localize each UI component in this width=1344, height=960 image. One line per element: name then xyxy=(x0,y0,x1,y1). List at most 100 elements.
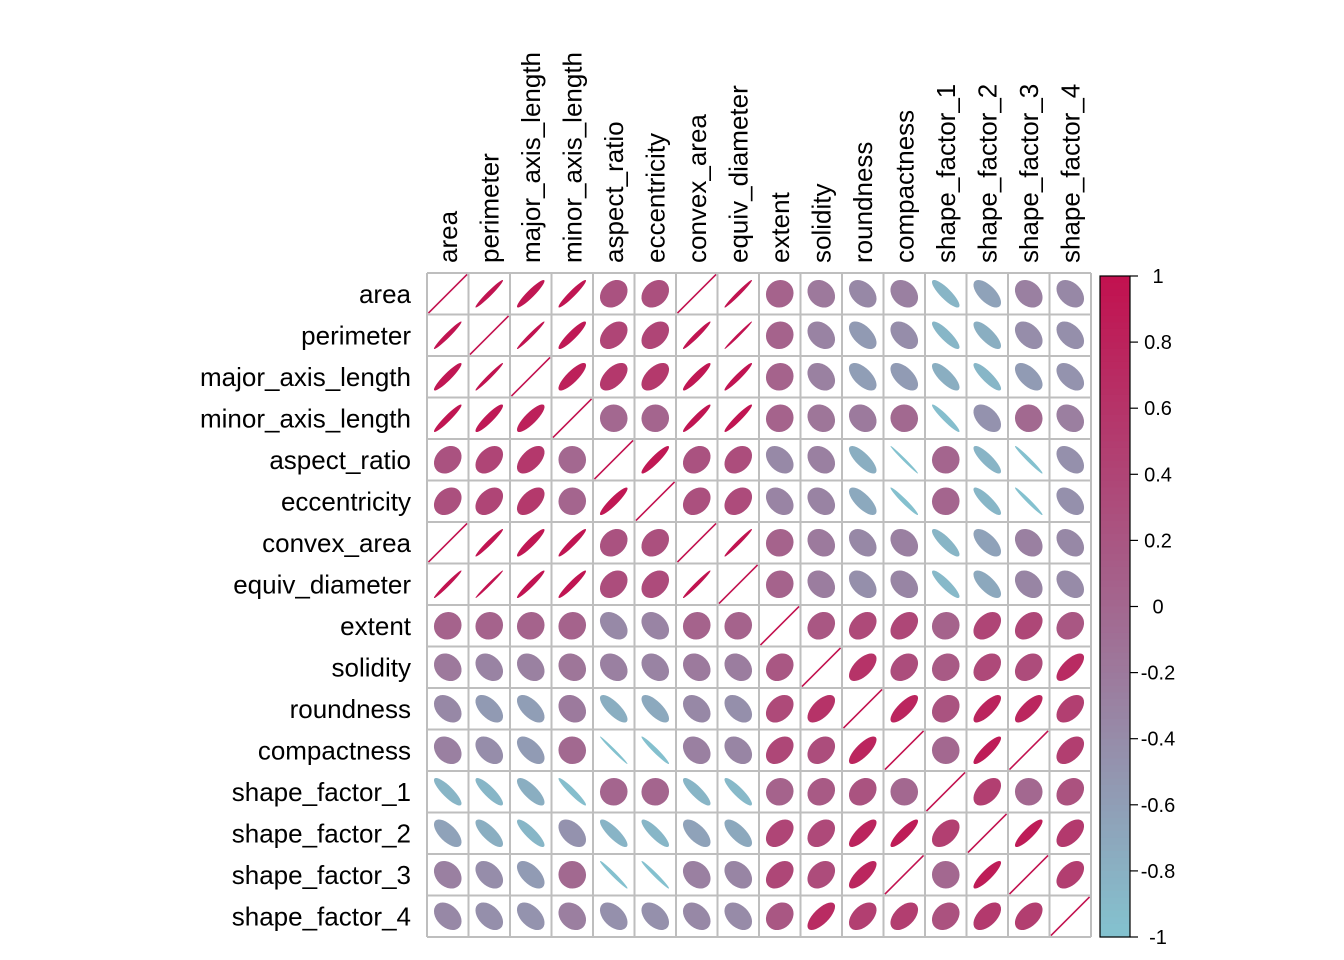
cell-area-extent xyxy=(765,279,794,308)
row-label-minor_axis_length: minor_axis_length xyxy=(200,403,411,433)
cell-shape_factor_3-shape_factor_2 xyxy=(973,860,1002,889)
cell-shape_factor_2-area xyxy=(433,819,462,848)
cell-shape_factor_2-shape_factor_2 xyxy=(967,813,1008,854)
cell-perimeter-shape_factor_1 xyxy=(931,321,960,350)
cell-eccentricity-extent xyxy=(765,487,794,516)
cell-shape_factor_2-major_axis_length xyxy=(516,819,545,848)
cell-eccentricity-convex_area xyxy=(682,487,711,516)
cell-shape_factor_1-eccentricity xyxy=(641,777,670,806)
cell-shape_factor_4-aspect_ratio xyxy=(599,902,628,931)
colorbar-segment xyxy=(1100,428,1130,436)
cell-shape_factor_3-aspect_ratio xyxy=(599,860,628,889)
cell-perimeter-area xyxy=(433,321,462,350)
cell-perimeter-roundness xyxy=(848,321,877,350)
cell-aspect_ratio-roundness xyxy=(848,445,877,474)
cell-solidity-extent xyxy=(765,653,794,682)
cell-compactness-perimeter xyxy=(475,736,504,765)
colorbar-segment xyxy=(1100,348,1130,356)
colorbar-segment xyxy=(1100,599,1130,608)
colorbar-segment xyxy=(1100,328,1130,337)
colorbar-segment xyxy=(1100,699,1130,707)
cell-aspect_ratio-area xyxy=(433,445,462,474)
cell-extent-shape_factor_4 xyxy=(1056,611,1085,640)
cell-shape_factor_2-shape_factor_4 xyxy=(1056,819,1085,848)
cell-compactness-major_axis_length xyxy=(516,736,545,765)
colorbar-segment xyxy=(1100,487,1130,495)
cell-eccentricity-minor_axis_length xyxy=(558,487,587,516)
cell-shape_factor_2-aspect_ratio xyxy=(599,819,628,848)
cell-shape_factor_3-extent xyxy=(765,860,794,889)
colorbar-segment xyxy=(1100,632,1130,641)
cell-equiv_diameter-shape_factor_3 xyxy=(1014,570,1043,599)
row-label-compactness: compactness xyxy=(258,735,411,765)
col-label-extent: extent xyxy=(765,191,795,263)
cell-minor_axis_length-perimeter xyxy=(475,404,504,433)
colorbar-segment xyxy=(1100,553,1130,561)
colorbar-segment xyxy=(1100,679,1130,687)
cell-convex_area-perimeter xyxy=(475,528,504,557)
colorbar-segment xyxy=(1100,295,1130,304)
colorbar-segment xyxy=(1100,725,1130,733)
cell-minor_axis_length-equiv_diameter xyxy=(724,404,753,433)
row-label-extent: extent xyxy=(340,611,412,641)
cell-solidity-eccentricity xyxy=(641,653,670,682)
cell-convex_area-compactness xyxy=(890,528,919,557)
cell-eccentricity-solidity xyxy=(807,487,836,516)
cell-minor_axis_length-aspect_ratio xyxy=(599,404,628,433)
colorbar-segment xyxy=(1100,606,1130,614)
cell-shape_factor_3-major_axis_length xyxy=(516,860,545,889)
cell-shape_factor_2-roundness xyxy=(848,819,877,848)
cell-solidity-solidity xyxy=(801,647,842,688)
cell-shape_factor_4-area xyxy=(433,902,462,931)
cell-convex_area-shape_factor_1 xyxy=(931,528,960,557)
cell-major_axis_length-major_axis_length xyxy=(510,356,551,397)
cell-shape_factor_2-convex_area xyxy=(682,819,711,848)
cell-compactness-compactness xyxy=(884,730,925,771)
cell-extent-extent xyxy=(759,605,800,646)
cell-shape_factor_1-shape_factor_4 xyxy=(1056,777,1085,806)
cell-shape_factor_3-minor_axis_length xyxy=(558,860,587,889)
cell-aspect_ratio-aspect_ratio xyxy=(593,439,634,480)
cell-roundness-aspect_ratio xyxy=(599,694,628,723)
cell-solidity-equiv_diameter xyxy=(724,653,753,682)
cell-aspect_ratio-major_axis_length xyxy=(516,445,545,474)
cell-shape_factor_2-extent xyxy=(765,819,794,848)
cell-major_axis_length-shape_factor_2 xyxy=(973,362,1002,391)
cell-shape_factor_4-roundness xyxy=(848,902,877,931)
cell-shape_factor_2-solidity xyxy=(807,819,836,848)
cell-compactness-shape_factor_4 xyxy=(1056,736,1085,765)
cell-convex_area-shape_factor_4 xyxy=(1056,528,1085,557)
cell-equiv_diameter-minor_axis_length xyxy=(558,570,587,599)
cell-compactness-aspect_ratio xyxy=(599,736,628,765)
colorbar-segment xyxy=(1100,467,1130,475)
cell-roundness-perimeter xyxy=(475,694,504,723)
colorbar-segment xyxy=(1100,877,1130,885)
colorbar-segment xyxy=(1100,811,1130,819)
cell-convex_area-shape_factor_3 xyxy=(1014,528,1043,557)
colorbar-segment xyxy=(1100,381,1130,389)
colorbar-segment xyxy=(1100,527,1130,535)
colorbar-segment xyxy=(1100,751,1130,760)
colorbar-segment xyxy=(1100,692,1130,700)
cell-shape_factor_1-shape_factor_2 xyxy=(973,777,1002,806)
colorbar-segment xyxy=(1100,282,1130,290)
cell-major_axis_length-shape_factor_1 xyxy=(931,362,960,391)
cell-shape_factor_1-convex_area xyxy=(682,777,711,806)
colorbar-segment xyxy=(1100,685,1130,694)
colorbar-segment xyxy=(1100,586,1130,594)
row-label-shape_factor_2: shape_factor_2 xyxy=(232,818,411,848)
cell-shape_factor_3-perimeter xyxy=(475,860,504,889)
cell-shape_factor_3-convex_area xyxy=(682,860,711,889)
cell-extent-minor_axis_length xyxy=(558,611,587,640)
cell-major_axis_length-extent xyxy=(765,362,794,391)
colorbar-segment xyxy=(1100,652,1130,660)
cell-minor_axis_length-area xyxy=(433,404,462,433)
cell-minor_axis_length-shape_factor_3 xyxy=(1014,404,1043,433)
cell-eccentricity-compactness xyxy=(890,487,919,516)
cell-shape_factor_2-equiv_diameter xyxy=(724,819,753,848)
colorbar-segment xyxy=(1100,401,1130,409)
colorbar-tick-label: 0.8 xyxy=(1144,332,1172,354)
cell-shape_factor_2-perimeter xyxy=(475,819,504,848)
row-label-equiv_diameter: equiv_diameter xyxy=(233,569,411,599)
